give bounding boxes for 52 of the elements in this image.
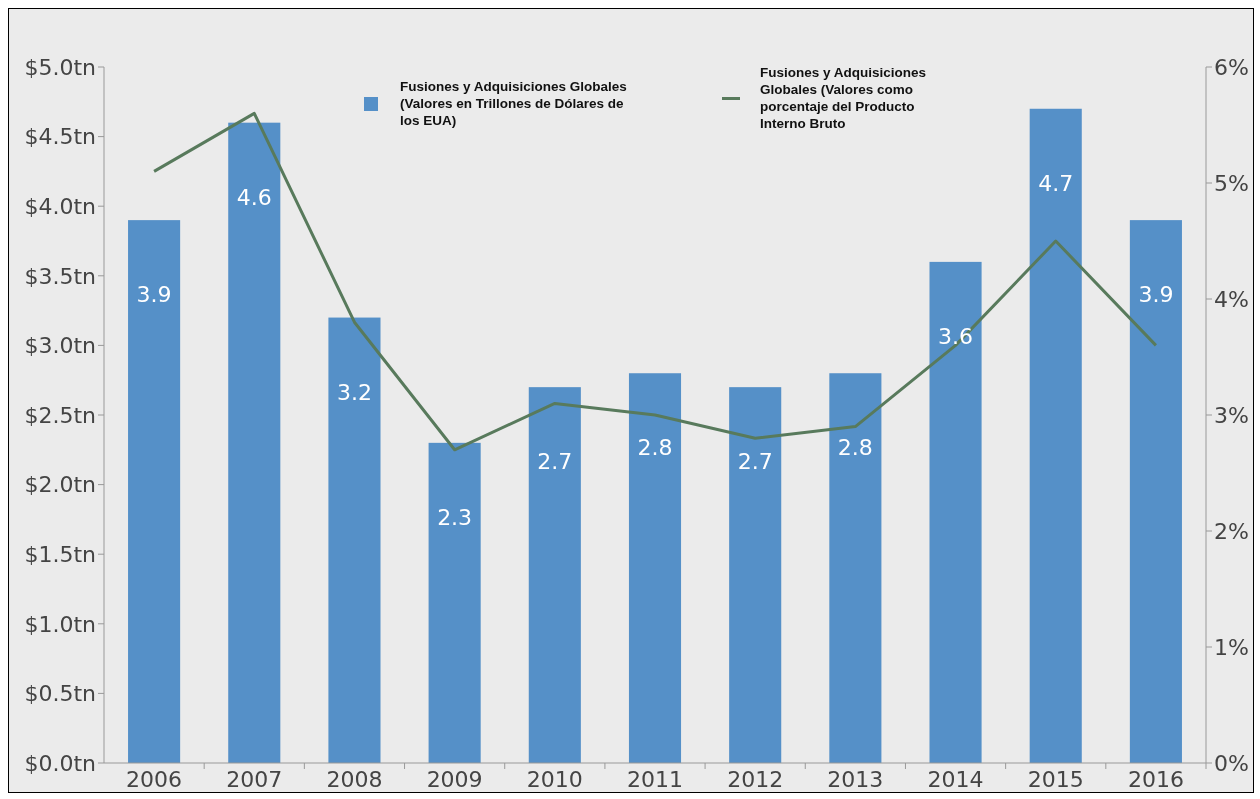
- y2-tick-label: 6%: [1214, 54, 1249, 80]
- data-label: 4.7: [1038, 170, 1074, 196]
- x-tick-label: 2007: [226, 767, 283, 792]
- y-tick-label: $3.5tn: [24, 263, 96, 289]
- x-tick-label: 2015: [1027, 767, 1084, 792]
- bar: [1029, 108, 1082, 763]
- data-label: 4.6: [236, 184, 272, 210]
- x-tick-label: 2006: [126, 767, 183, 792]
- y2-tick-label: 5%: [1214, 170, 1249, 196]
- y-tick-label: $4.0tn: [24, 193, 96, 219]
- bar: [228, 122, 281, 763]
- x-tick-label: 2009: [426, 767, 483, 792]
- legend-label: Fusiones y Adquisiciones Globales (Valores como porcentaje del Producto Interno Bruto: [760, 64, 927, 131]
- x-tick-label: 2013: [827, 767, 884, 792]
- bar: [328, 317, 381, 763]
- bar: [829, 373, 882, 763]
- y-tick-label: $1.0tn: [24, 611, 96, 637]
- data-label: 2.7: [737, 449, 773, 475]
- data-label: 2.8: [637, 435, 673, 461]
- y2-tick-label: 0%: [1214, 750, 1249, 776]
- y2-tick-label: 3%: [1214, 402, 1249, 428]
- data-label: 2.3: [437, 504, 473, 530]
- data-label: 2.7: [537, 449, 573, 475]
- x-tick-label: 2008: [326, 767, 383, 792]
- bar: [628, 373, 682, 763]
- x-tick-label: 2011: [627, 767, 683, 792]
- bar: [528, 387, 581, 763]
- y-tick-label: $0.0tn: [24, 750, 96, 776]
- x-tick-label: 2010: [526, 767, 583, 792]
- x-tick-label: 2012: [727, 767, 784, 792]
- y2-tick-label: 1%: [1214, 634, 1249, 660]
- bar: [929, 261, 982, 763]
- y-tick-label: $1.5tn: [24, 541, 96, 567]
- bar: [1129, 220, 1182, 763]
- data-label: 3.9: [1138, 282, 1174, 308]
- data-label: 2.8: [837, 435, 873, 461]
- y2-tick-label: 4%: [1214, 286, 1249, 312]
- bar: [428, 442, 481, 763]
- y-tick-label: $0.5tn: [24, 681, 96, 707]
- legend-label: Fusiones y Adquisiciones Globales (Valores en Trillones de Dólares de los EUA): [400, 78, 627, 128]
- y-tick-label: $2.5tn: [24, 402, 96, 428]
- y-tick-label: $4.5tn: [24, 124, 96, 150]
- bar: [729, 387, 782, 763]
- data-label: 3.9: [136, 282, 172, 308]
- data-label: 3.2: [336, 379, 372, 405]
- y-tick-label: $5.0tn: [24, 54, 96, 80]
- y-tick-label: $2.0tn: [24, 472, 96, 498]
- y2-tick-label: 2%: [1214, 518, 1249, 544]
- y-tick-label: $3.0tn: [24, 333, 96, 359]
- bar: [128, 220, 181, 763]
- x-tick-label: 2014: [927, 767, 984, 792]
- x-tick-label: 2016: [1127, 767, 1184, 792]
